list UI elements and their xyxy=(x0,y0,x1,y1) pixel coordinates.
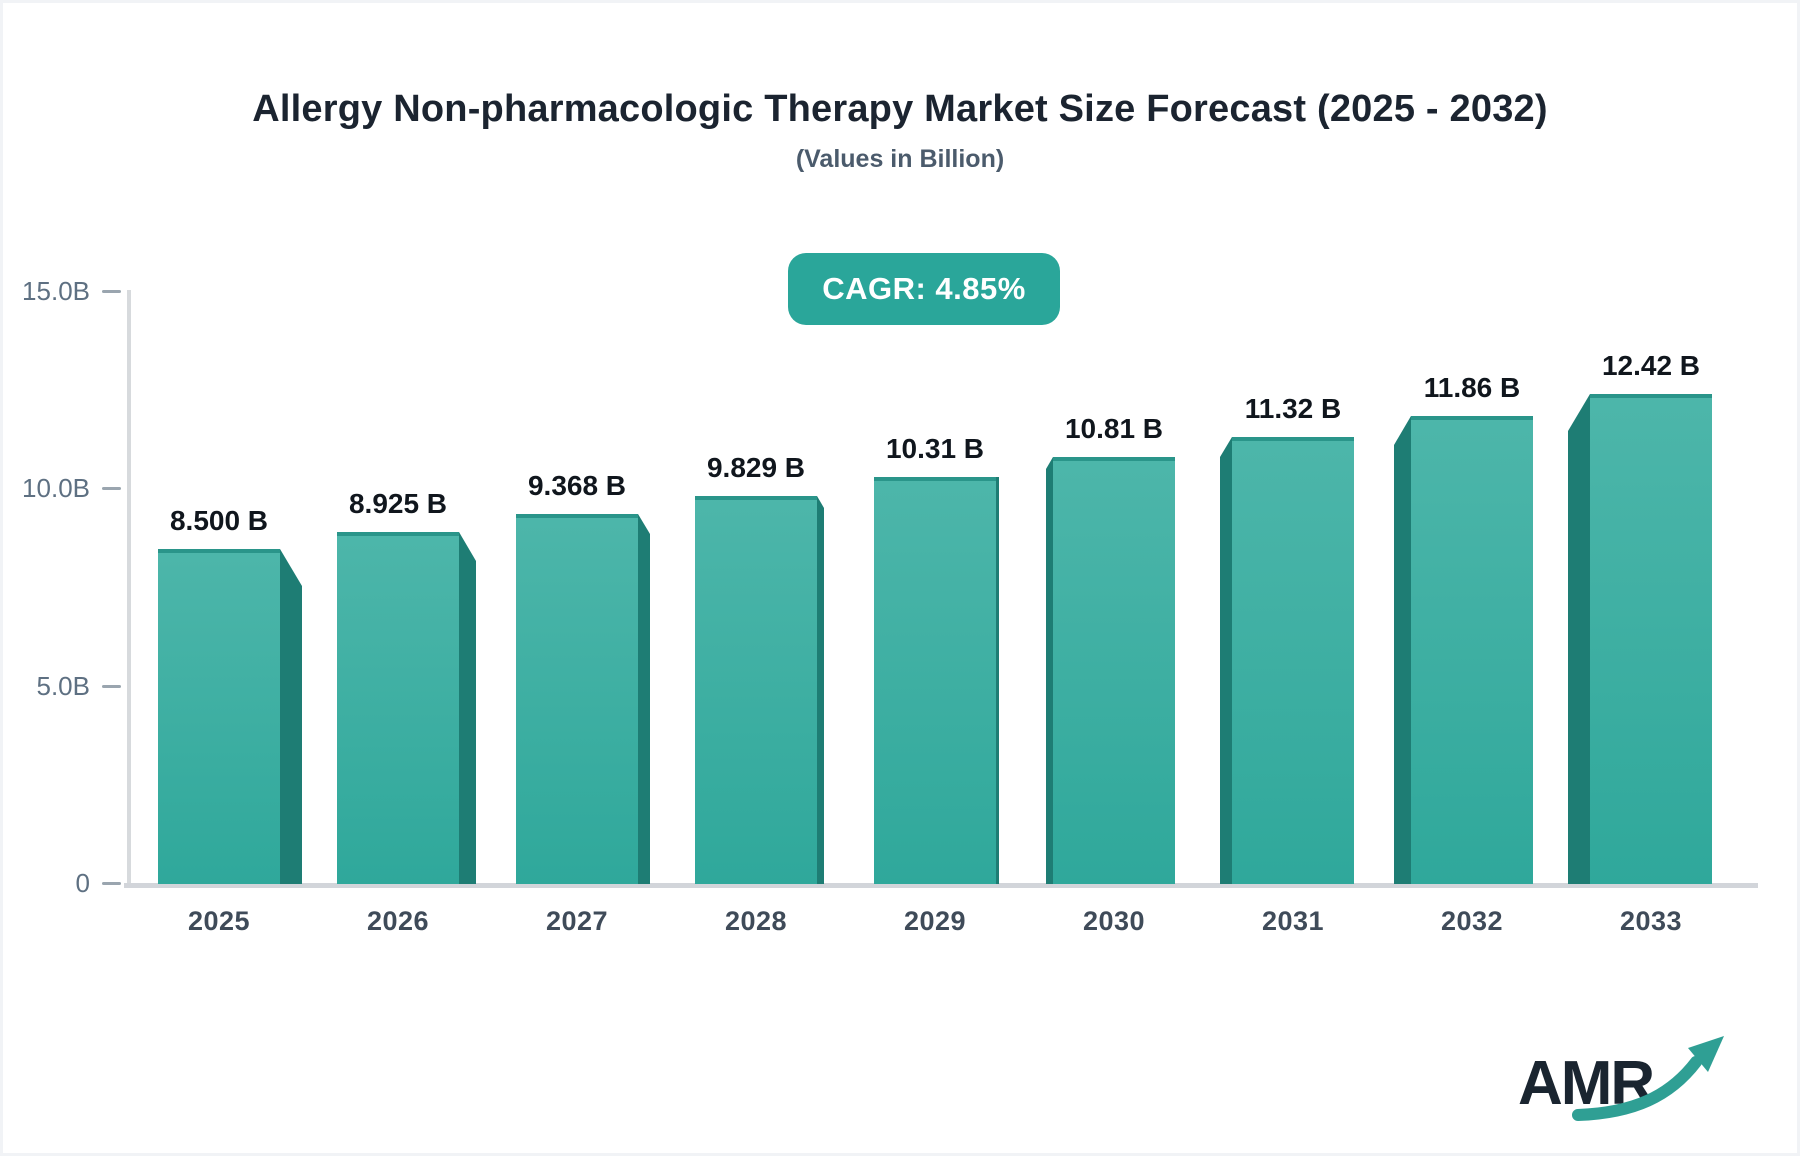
y-axis-tick-label: 15.0B xyxy=(22,276,90,306)
bar-value-label: 10.31 B xyxy=(885,433,985,464)
bar-group-2031: 11.32 B 2031 xyxy=(1220,393,1354,936)
bar-value-label: 9.368 B xyxy=(527,470,627,501)
y-axis-tick-label: 0 xyxy=(75,868,90,898)
bar xyxy=(1232,437,1354,884)
bar-top-edge xyxy=(1053,457,1175,461)
bar-top-edge xyxy=(1411,416,1533,420)
y-axis-tick-mark xyxy=(102,487,121,491)
bar-side-shadow xyxy=(1394,416,1411,884)
bar-value-label: 10.81 B xyxy=(1064,413,1164,444)
bar-group-2028: 9.829 B 2028 xyxy=(695,452,824,936)
bar-side-shadow xyxy=(817,496,824,884)
bar-top-edge xyxy=(337,532,459,536)
bar xyxy=(516,514,638,884)
bar-value-label: 12.42 B xyxy=(1601,350,1701,381)
bar-value-label: 9.829 B xyxy=(706,452,806,483)
bar-side-shadow xyxy=(1220,437,1232,884)
bar-group-2032: 11.86 B 2032 xyxy=(1394,372,1533,936)
chart-header: Allergy Non-pharmacologic Therapy Market… xyxy=(0,88,1800,174)
bar xyxy=(695,496,817,884)
bar xyxy=(1590,394,1712,884)
bar-value-label: 8.500 B xyxy=(169,505,269,536)
x-axis-baseline xyxy=(124,883,1758,888)
amr-logo-arrowhead-icon xyxy=(1688,1036,1724,1072)
bar xyxy=(1411,416,1533,884)
y-axis-tick-label: 10.0B xyxy=(22,473,90,504)
bars-area: 8.500 B 2025 8.925 B 2026 9.368 B 2027 9.829 B… xyxy=(130,292,1740,936)
bar-top-edge xyxy=(1232,437,1354,441)
bar-value-label: 11.32 B xyxy=(1244,393,1342,424)
amr-logo-arrow-icon xyxy=(1572,1056,1702,1121)
bar-side-shadow xyxy=(459,532,476,884)
bar-group-2027: 9.368 B 2027 xyxy=(516,470,650,936)
bar-value-label: 11.86 B xyxy=(1423,372,1521,403)
bar-side-shadow xyxy=(638,514,650,884)
page-title: Allergy Non-pharmacologic Therapy Market… xyxy=(252,88,1548,130)
bar-top-edge xyxy=(695,496,817,500)
x-axis-tick-label: 2029 xyxy=(903,906,967,936)
x-axis-tick-label: 2025 xyxy=(187,906,251,936)
bar-group-2030: 10.81 B 2030 xyxy=(1046,413,1175,936)
cagr-badge: CAGR: 4.85% xyxy=(788,253,1060,325)
bar xyxy=(874,477,996,884)
bar-top-edge xyxy=(158,549,280,553)
y-axis-tick-label: 5.0B xyxy=(36,670,91,701)
x-axis-tick-label: 2033 xyxy=(1619,906,1683,936)
bar-side-shadow xyxy=(280,549,302,884)
x-axis-tick-label: 2026 xyxy=(366,906,430,936)
bar-group-2025: 8.500 B 2025 xyxy=(158,505,302,936)
y-axis-line xyxy=(127,290,131,886)
x-axis-tick-label: 2027 xyxy=(545,906,609,936)
bar-top-edge xyxy=(1590,394,1712,398)
x-axis-tick-label: 2031 xyxy=(1261,906,1325,936)
y-axis-tick-mark xyxy=(102,684,121,688)
bar-value-label: 8.925 B xyxy=(348,488,448,519)
amr-logo: AMR xyxy=(1518,1036,1724,1121)
bar-side-shadow xyxy=(1046,457,1053,884)
bar-side-shadow xyxy=(996,477,999,884)
chart-subtitle: (Values in Billion) xyxy=(795,145,1005,173)
cagr-badge-label: CAGR: 4.85% xyxy=(822,271,1026,306)
bar xyxy=(1053,457,1175,884)
y-axis-tick-mark xyxy=(102,290,121,293)
bar-group-2026: 8.925 B 2026 xyxy=(337,488,476,936)
y-axis-tick-mark xyxy=(102,882,121,885)
bar-side-shadow xyxy=(1568,394,1590,884)
bar-group-2033: 12.42 B 2033 xyxy=(1568,350,1712,936)
bar xyxy=(337,532,459,884)
bar-top-edge xyxy=(516,514,638,518)
bar xyxy=(158,549,280,884)
bar-group-2029: 10.31 B 2029 xyxy=(874,433,999,936)
x-axis-tick-label: 2032 xyxy=(1440,906,1504,936)
x-axis-tick-label: 2028 xyxy=(724,906,788,936)
x-axis-tick-label: 2030 xyxy=(1082,906,1146,936)
bar-top-edge xyxy=(874,477,996,481)
